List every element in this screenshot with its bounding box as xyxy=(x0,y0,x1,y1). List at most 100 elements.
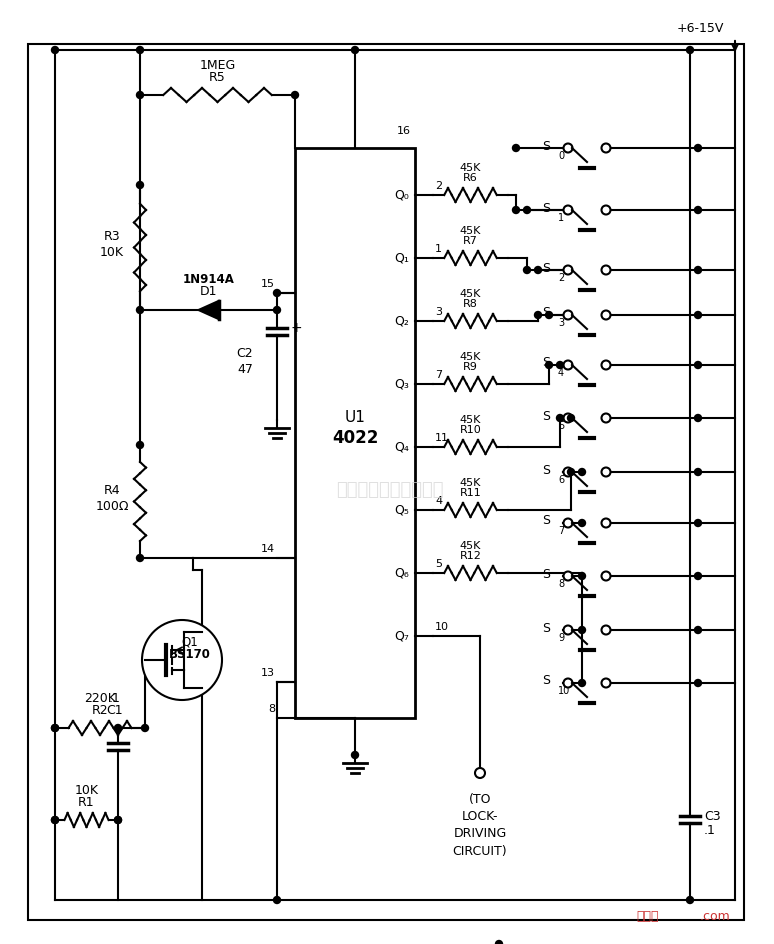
Circle shape xyxy=(694,468,701,476)
Circle shape xyxy=(563,311,573,319)
Text: Q₄: Q₄ xyxy=(394,441,409,453)
Circle shape xyxy=(351,46,358,54)
Circle shape xyxy=(115,817,122,823)
Circle shape xyxy=(601,571,611,581)
Text: Q1: Q1 xyxy=(182,635,198,649)
Text: Q₁: Q₁ xyxy=(394,251,409,264)
Circle shape xyxy=(136,46,143,54)
Text: R8: R8 xyxy=(463,299,478,309)
Text: C3: C3 xyxy=(704,810,721,822)
Text: 13: 13 xyxy=(261,668,275,678)
Text: S: S xyxy=(542,201,550,214)
Circle shape xyxy=(495,940,502,944)
Circle shape xyxy=(601,143,611,153)
Text: 2: 2 xyxy=(558,273,564,283)
Circle shape xyxy=(142,724,149,732)
Text: 45K: 45K xyxy=(460,352,481,362)
Circle shape xyxy=(601,679,611,687)
Text: LOCK-: LOCK- xyxy=(462,810,498,823)
Text: 4: 4 xyxy=(558,368,564,378)
Circle shape xyxy=(694,144,701,151)
Circle shape xyxy=(52,817,59,823)
Text: BS170: BS170 xyxy=(169,649,211,662)
Text: 45K: 45K xyxy=(460,415,481,425)
Text: 5: 5 xyxy=(558,421,564,431)
Text: 10K: 10K xyxy=(100,245,124,259)
Text: S: S xyxy=(542,567,550,581)
Text: Q₃: Q₃ xyxy=(394,378,409,391)
Text: +: + xyxy=(290,321,302,335)
Text: 8: 8 xyxy=(558,579,564,589)
Text: 4022: 4022 xyxy=(332,429,378,447)
Text: .com: .com xyxy=(700,909,731,922)
Text: R5: R5 xyxy=(209,71,226,84)
Text: 3: 3 xyxy=(435,307,442,317)
Text: S: S xyxy=(542,675,550,687)
Text: R2: R2 xyxy=(91,704,108,717)
Polygon shape xyxy=(198,301,218,319)
Text: 11: 11 xyxy=(435,433,449,443)
Circle shape xyxy=(52,817,59,823)
Circle shape xyxy=(535,312,542,318)
Text: .1: .1 xyxy=(704,823,716,836)
Circle shape xyxy=(475,768,485,778)
Text: R1: R1 xyxy=(78,796,94,809)
Circle shape xyxy=(535,266,542,274)
Circle shape xyxy=(601,626,611,634)
Text: Q₅: Q₅ xyxy=(394,503,409,516)
Circle shape xyxy=(351,751,358,758)
Circle shape xyxy=(601,413,611,423)
Circle shape xyxy=(563,626,573,634)
Text: S: S xyxy=(542,307,550,319)
Circle shape xyxy=(563,518,573,528)
Circle shape xyxy=(563,143,573,153)
Circle shape xyxy=(578,627,585,633)
Circle shape xyxy=(273,290,280,296)
Circle shape xyxy=(694,414,701,422)
Text: S: S xyxy=(542,514,550,528)
Text: 45K: 45K xyxy=(460,541,481,551)
Circle shape xyxy=(601,518,611,528)
Text: 2: 2 xyxy=(435,181,442,191)
Circle shape xyxy=(601,311,611,319)
Text: R7: R7 xyxy=(463,236,478,246)
Text: 45K: 45K xyxy=(460,226,481,236)
Text: (TO: (TO xyxy=(469,793,491,806)
Text: .1: .1 xyxy=(109,692,121,705)
Text: 4: 4 xyxy=(435,496,442,506)
Text: U1: U1 xyxy=(344,411,365,426)
Text: 10: 10 xyxy=(435,622,449,632)
Circle shape xyxy=(687,46,694,54)
Circle shape xyxy=(273,897,280,903)
Circle shape xyxy=(694,627,701,633)
Text: S: S xyxy=(542,621,550,634)
Text: 7: 7 xyxy=(558,526,564,536)
Text: 6: 6 xyxy=(558,475,564,485)
Circle shape xyxy=(578,680,585,686)
Circle shape xyxy=(136,307,143,313)
Circle shape xyxy=(578,572,585,580)
Circle shape xyxy=(523,207,530,213)
Text: +6-15V: +6-15V xyxy=(676,22,724,35)
Text: Q₂: Q₂ xyxy=(394,314,409,328)
Text: 45K: 45K xyxy=(460,478,481,488)
Circle shape xyxy=(546,312,553,318)
Circle shape xyxy=(292,92,299,98)
Text: 1: 1 xyxy=(435,244,442,254)
Text: 1MEG: 1MEG xyxy=(200,59,235,72)
Circle shape xyxy=(512,144,519,151)
Text: C2: C2 xyxy=(237,347,253,360)
Text: 45K: 45K xyxy=(460,163,481,173)
Circle shape xyxy=(694,572,701,580)
Bar xyxy=(295,148,415,718)
Text: R4: R4 xyxy=(104,483,120,497)
Text: 7: 7 xyxy=(435,370,442,380)
Circle shape xyxy=(567,468,574,476)
Circle shape xyxy=(546,362,553,368)
Circle shape xyxy=(563,361,573,369)
Circle shape xyxy=(523,266,530,274)
Text: CIRCUIT): CIRCUIT) xyxy=(453,845,507,858)
Circle shape xyxy=(52,724,59,732)
Text: S: S xyxy=(542,357,550,369)
Circle shape xyxy=(136,92,143,98)
